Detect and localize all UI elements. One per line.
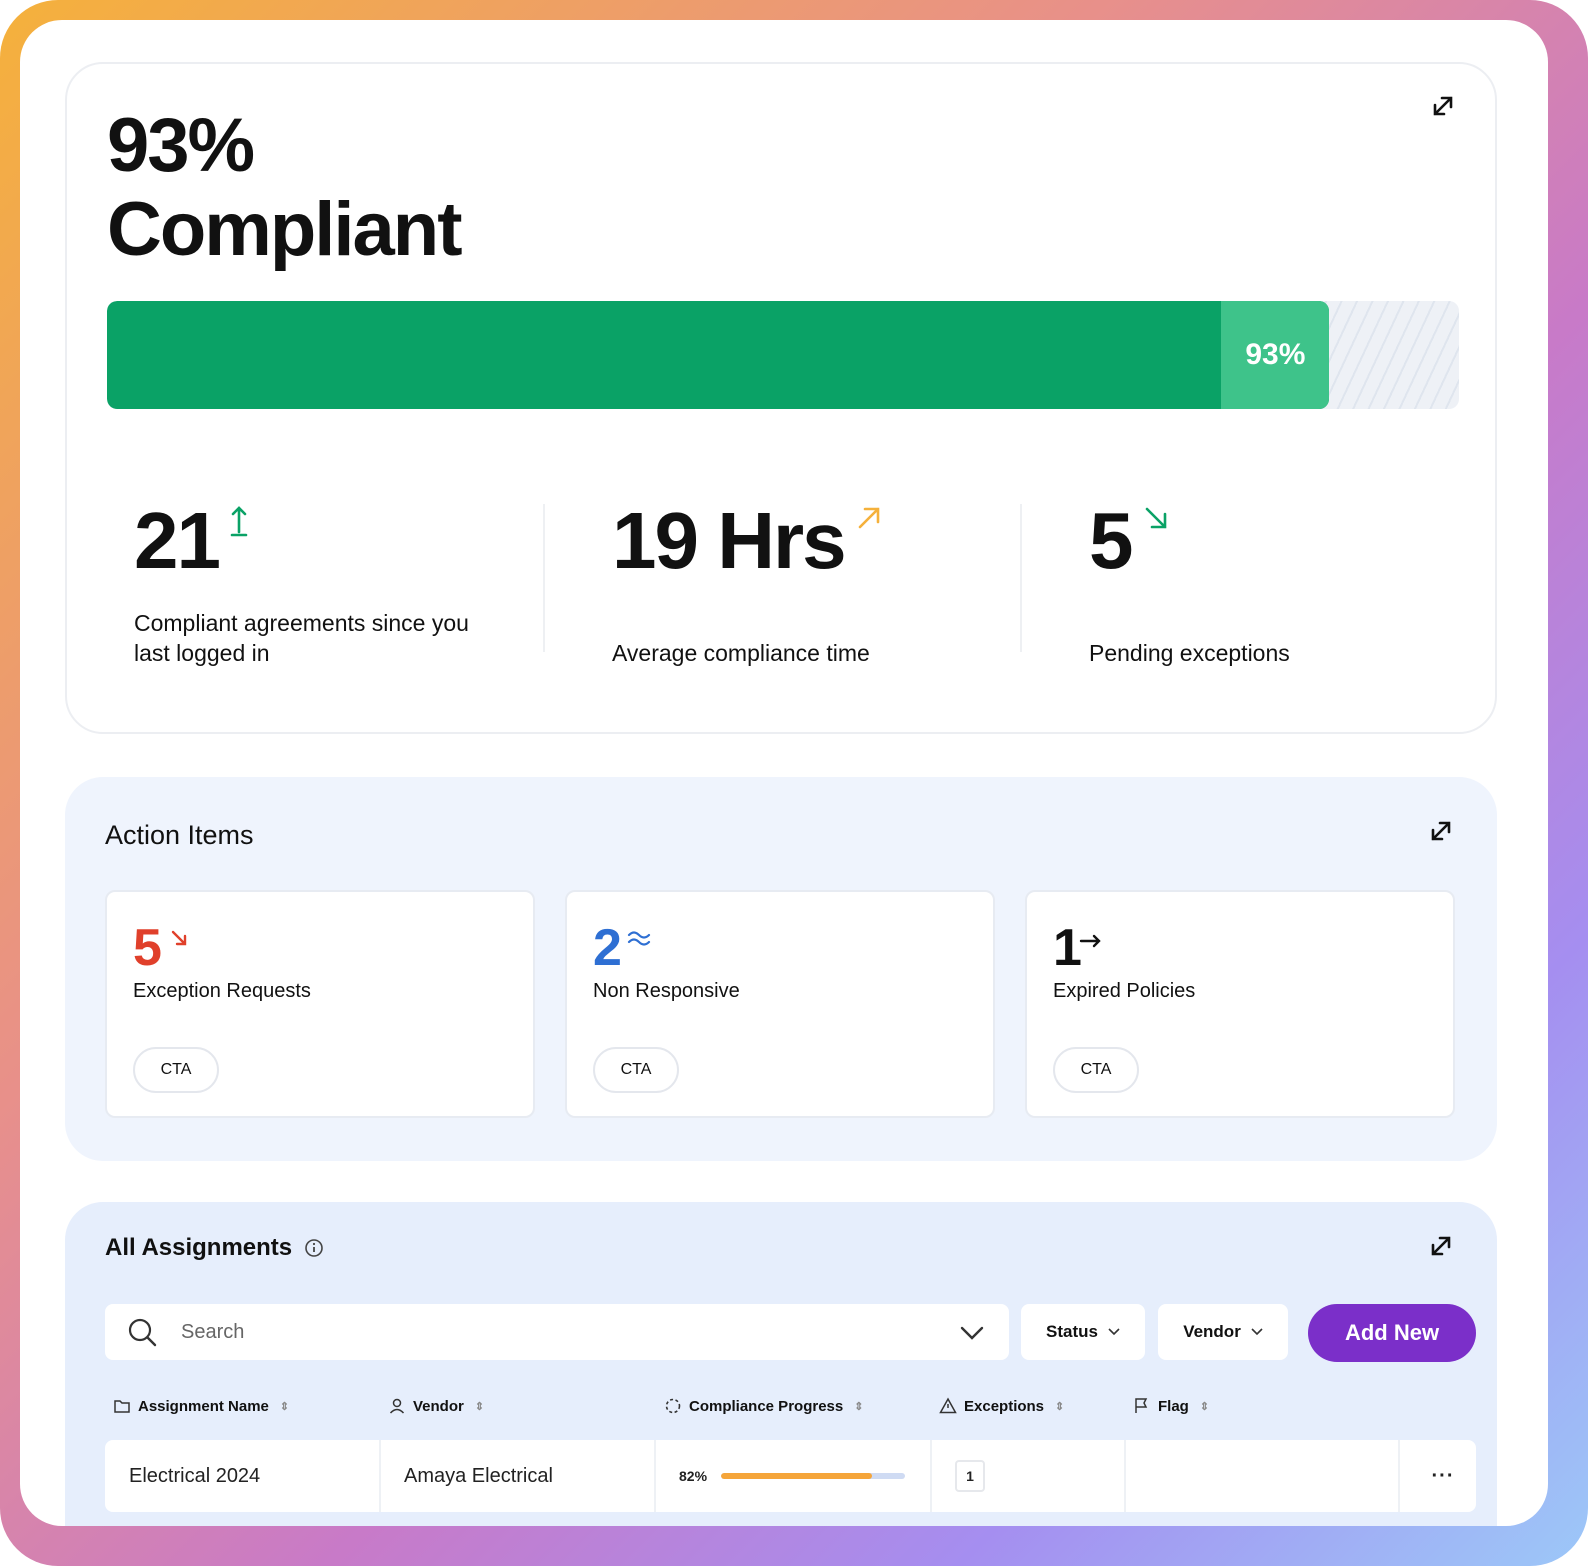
chevron-down-icon [1108,1328,1120,1336]
column-header-label: Vendor [413,1397,464,1415]
vendor-filter-label: Vendor [1183,1322,1241,1341]
compliance-summary-card: 93% Compliant 93% 21 Compliant agreement… [65,62,1497,734]
user-icon [389,1398,405,1414]
sort-icon: ⇕ [279,1400,290,1413]
search-input[interactable] [179,1319,923,1345]
expand-icon[interactable] [1429,92,1457,120]
arrow-up-right-icon [855,504,883,537]
cell-assignment-name: Electrical 2024 [129,1464,261,1487]
loader-icon [665,1398,681,1414]
cell-separator [654,1440,656,1512]
non-responsive-cta-button[interactable]: CTA [593,1047,679,1093]
stat-compliant-agreements: 21 Compliant agreements since you last l… [134,496,564,666]
arrow-down-right-icon [169,928,189,953]
action-item-count: 2 [593,919,622,977]
progress-value: 82% [679,1468,708,1484]
expand-icon[interactable] [1427,817,1455,845]
column-header-compliance-progress[interactable]: Compliance Progress ⇕ [664,1397,863,1415]
cell-compliance-progress: 82% [679,1440,906,1512]
compliance-headline: 93% Compliant [107,103,463,272]
column-header-exceptions[interactable]: Exceptions ⇕ [939,1397,1064,1415]
table-row[interactable]: Electrical 2024 Amaya Electrical 82% 1 ·… [105,1440,1476,1512]
add-new-button[interactable]: Add New [1308,1304,1476,1362]
stat-value: 19 Hrs [612,496,847,585]
action-item-exception-requests[interactable]: 5 Exception Requests CTA [105,890,535,1118]
cell-exceptions: 1 [955,1440,985,1512]
all-assignments-title: All Assignments [105,1234,293,1261]
action-item-label: Non Responsive [593,980,740,1002]
column-header-label: Exceptions [964,1397,1045,1415]
more-options-icon[interactable]: ··· [1431,1464,1455,1487]
sort-icon: ⇕ [1199,1400,1210,1413]
cell-separator [1398,1440,1400,1512]
arrow-up-icon [229,504,249,543]
action-items-card: Action Items 5 Exception Requests CTA 2 … [65,777,1497,1161]
stat-divider [1020,504,1022,652]
exception-requests-cta-button[interactable]: CTA [133,1047,219,1093]
action-item-count: 5 [133,919,162,977]
progress-fill [721,1473,872,1479]
chevron-down-icon[interactable] [959,1320,985,1346]
stat-average-compliance-time: 19 Hrs Average compliance time [612,496,1042,666]
stat-divider [543,504,545,652]
sort-icon: ⇕ [854,1400,864,1413]
info-icon[interactable] [304,1238,324,1258]
expand-icon[interactable] [1427,1232,1455,1260]
column-header-flag[interactable]: Flag ⇕ [1133,1397,1209,1415]
progress-track [721,1473,906,1479]
column-header-label: Flag [1158,1397,1189,1415]
action-item-label: Expired Policies [1053,980,1196,1002]
stat-pending-exceptions: 5 Pending exceptions [1089,496,1519,666]
cell-vendor: Amaya Electrical [404,1464,553,1487]
folder-icon [114,1400,130,1413]
action-item-count: 1 [1053,919,1082,977]
search-field[interactable] [105,1304,1009,1360]
stat-label: Average compliance time [612,640,870,666]
flag-icon [1135,1398,1148,1413]
search-icon [128,1318,157,1347]
cell-separator [1124,1440,1126,1512]
column-header-label: Compliance Progress [689,1397,844,1415]
compliance-progress-label: 93% [1221,301,1330,409]
status-filter[interactable]: Status [1021,1304,1145,1360]
action-item-label: Exception Requests [133,980,311,1002]
warning-icon [939,1397,957,1414]
arrow-right-icon [1079,934,1103,953]
dashboard: 93% Compliant 93% 21 Compliant agreement… [20,20,1548,1526]
stat-label: Compliant agreements since you last logg… [134,610,469,666]
stat-value: 5 [1089,496,1133,585]
status-filter-label: Status [1046,1322,1098,1341]
exceptions-count-badge[interactable]: 1 [955,1460,985,1492]
stat-label: Pending exceptions [1089,640,1290,666]
action-item-expired-policies[interactable]: 1 Expired Policies CTA [1025,890,1455,1118]
wave-icon [627,928,651,953]
all-assignments-header: All Assignments [105,1234,324,1262]
sort-icon: ⇕ [1055,1400,1065,1413]
column-header-label: Assignment Name [138,1397,269,1415]
sort-icon: ⇕ [474,1400,485,1413]
arrow-down-right-icon [1142,504,1170,537]
action-items-title: Action Items [105,820,254,850]
all-assignments-card: All Assignments Status Vendor Add New As… [65,1202,1497,1526]
stat-value: 21 [134,496,221,585]
vendor-filter[interactable]: Vendor [1158,1304,1288,1360]
chevron-down-icon [1251,1328,1263,1336]
expired-policies-cta-button[interactable]: CTA [1053,1047,1139,1093]
action-item-non-responsive[interactable]: 2 Non Responsive CTA [565,890,995,1118]
column-header-vendor[interactable]: Vendor ⇕ [388,1397,484,1415]
cell-separator [930,1440,932,1512]
compliance-progress-bar: 93% [107,301,1459,409]
column-header-assignment-name[interactable]: Assignment Name ⇕ [113,1397,289,1415]
cell-separator [379,1440,381,1512]
compliance-progress-fill: 93% [107,301,1330,409]
